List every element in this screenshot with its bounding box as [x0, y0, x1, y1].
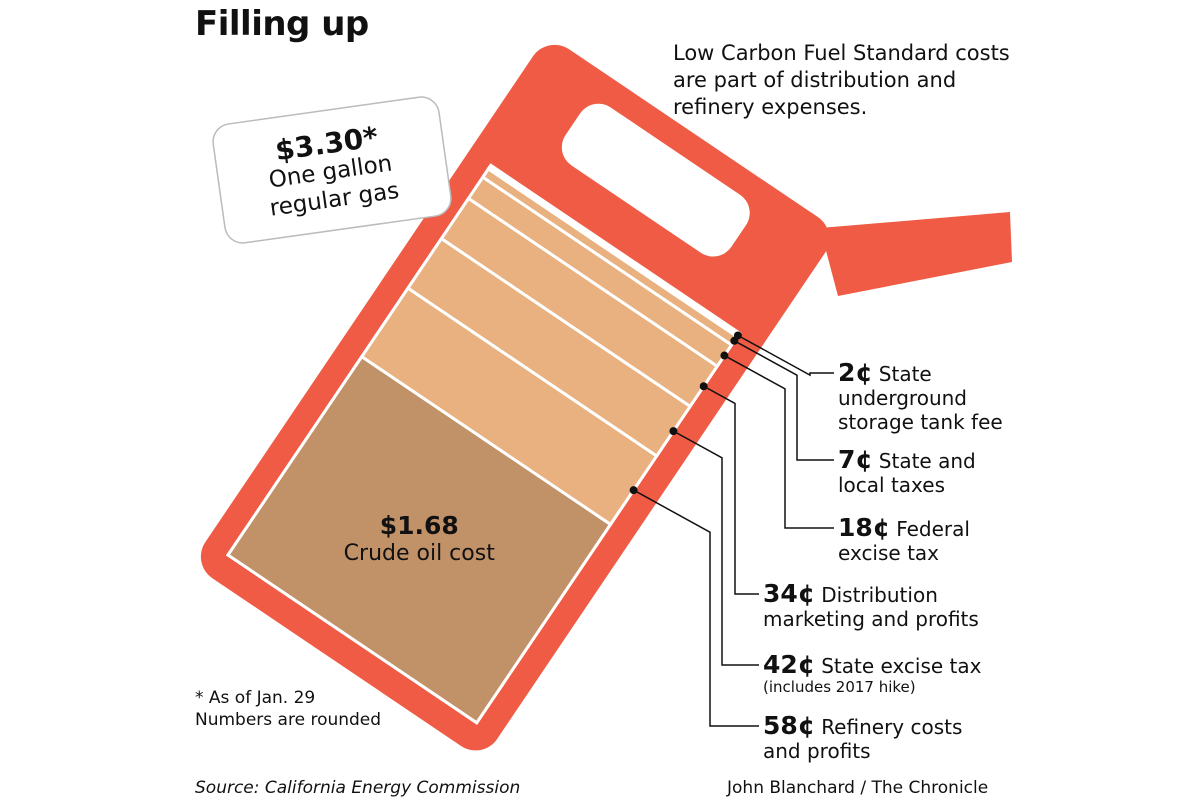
callout-line: [724, 354, 834, 529]
callout-line: [737, 334, 834, 377]
segment-label: $1.68 Crude oil cost: [309, 510, 529, 568]
callout-dot: [669, 427, 678, 436]
source: Source: California Energy Commission: [195, 778, 521, 798]
callout-dot: [629, 486, 638, 495]
price-tag: [212, 96, 452, 244]
note: * As of Jan. 29: [195, 688, 316, 708]
segment-name: State underground storage tank fee: [838, 362, 1003, 434]
segment-name: Crude oil cost: [343, 540, 495, 566]
callout-line: [703, 385, 759, 595]
segment-label: 7¢ State and local taxes: [838, 445, 1023, 497]
segment-value: 42¢: [763, 650, 816, 679]
note: Numbers are rounded: [195, 710, 382, 730]
segment-value: 58¢: [763, 711, 816, 740]
segment-label: 34¢ Distribution marketing and profits: [763, 579, 1008, 631]
segment-name: State and local taxes: [838, 449, 976, 497]
segment-label: 42¢ State excise tax (includes 2017 hike): [763, 650, 1023, 696]
segment-value: 2¢: [838, 358, 873, 387]
segment-label: 58¢ Refinery costs and profits: [763, 711, 998, 763]
segment-name: Refinery costs and profits: [763, 715, 963, 763]
credit: John Blanchard / The Chronicle: [727, 778, 989, 798]
callout-dot: [699, 382, 708, 391]
segment-name: Federal excise tax: [838, 517, 970, 565]
callout-dot: [720, 351, 729, 360]
segment-value: 18¢: [838, 513, 891, 542]
segment-name: Distribution marketing and profits: [763, 583, 979, 631]
segment-value: 7¢: [838, 445, 873, 474]
segment-name: State excise tax: [821, 654, 982, 678]
callout-line: [733, 340, 834, 461]
can-handle: [561, 103, 750, 257]
segment-label: 2¢ State underground storage tank fee: [838, 358, 1023, 434]
can: [200, 44, 830, 751]
callout-line: [633, 489, 759, 727]
nozzle: [820, 212, 1012, 296]
title: Filling up: [195, 4, 369, 44]
callout-dot: [733, 331, 742, 340]
segment-note: (includes 2017 hike): [763, 678, 916, 696]
annotation: Low Carbon Fuel Standard costs are part …: [673, 41, 1010, 119]
callout-line: [673, 430, 759, 666]
segment-label: 18¢ Federal excise tax: [838, 513, 1023, 565]
segment-value: 34¢: [763, 579, 816, 608]
segment-value: $1.68: [379, 510, 459, 540]
